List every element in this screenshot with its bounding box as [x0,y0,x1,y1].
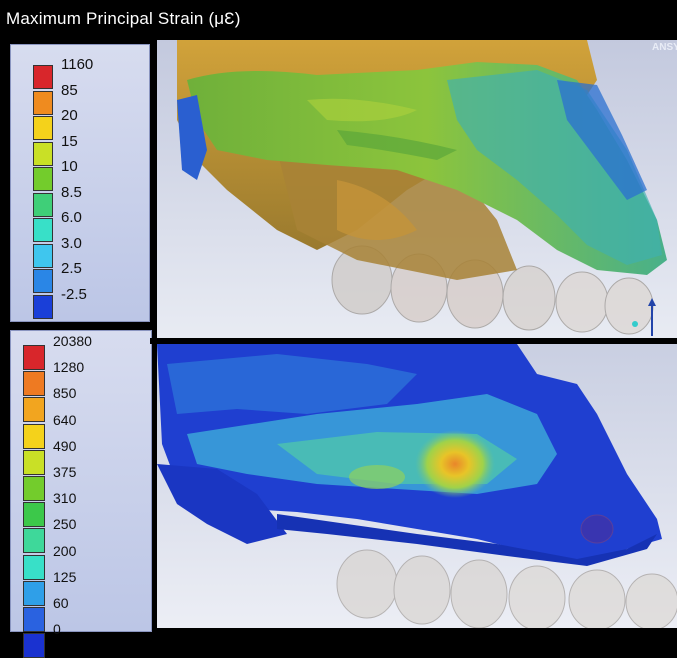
legend-swatch [33,218,53,242]
legend-swatch [23,371,45,397]
legend-swatch [33,90,53,115]
legend-label: 3.0 [61,234,82,252]
figure-title: Maximum Principal Strain (μƐ) [6,9,241,28]
legend-label: 200 [53,542,77,559]
strain-render-bottom [157,344,677,628]
legend-swatch [33,269,53,293]
ansys-watermark: ANSY [652,42,677,53]
legend-swatch [33,65,53,89]
legend-swatch [33,192,53,217]
teeth-bottom [336,549,677,628]
legend-swatch [23,502,45,528]
panel-separator [150,338,677,344]
legend-label: 15 [61,132,78,150]
legend-label: 250 [53,516,77,533]
legend-swatch [33,141,53,166]
color-legend-bottom: 20380 1280 850 640 490 375 310 250 200 125 60 0 [10,330,152,658]
legend-label: 6.0 [61,209,82,226]
title-bar: Maximum Principal Strain (μƐ) [0,0,677,40]
legend-swatch [23,633,45,658]
legend-swatch [23,476,45,501]
legend-swatch [33,167,53,191]
legend-swatch [33,294,53,319]
maxilla-model-top [157,40,677,338]
legend-label: 8.5 [61,183,82,201]
legend-label: -2.5 [61,285,87,303]
legend-label: 375 [53,464,77,480]
legend-label: 20 [61,107,78,124]
legend-swatch [23,580,45,606]
legend-swatch [23,345,45,370]
legend-swatch [23,423,45,449]
legend-swatch [23,449,45,475]
legend-label: 20380 [53,333,92,349]
legend-swatch [23,397,45,423]
legend-label: 1280 [53,359,85,376]
legend-label: 60 [53,595,69,611]
legend-label: 10 [61,158,78,175]
color-legend-top: 1160 85 20 15 10 8.5 6.0 3.0 2.5 -2.5 [10,44,150,322]
legend-label: 310 [53,490,77,507]
legend-label: 640 [53,411,77,428]
legend-label: 125 [53,568,77,585]
legend-swatch [23,528,45,554]
legend-label: 0 [53,621,61,638]
legend-swatch [23,554,45,580]
legend-label: 2.5 [61,260,82,277]
teeth-top [331,245,654,335]
maxilla-model-bottom [157,344,677,628]
legend-label: 85 [61,81,78,99]
legend-label: 490 [53,437,77,454]
legend-swatch [33,243,53,268]
legend-label: 850 [53,385,77,402]
legend-swatch [33,116,53,140]
strain-render-top [157,40,677,338]
legend-swatch [23,607,45,632]
legend-label: 1160 [61,56,94,73]
